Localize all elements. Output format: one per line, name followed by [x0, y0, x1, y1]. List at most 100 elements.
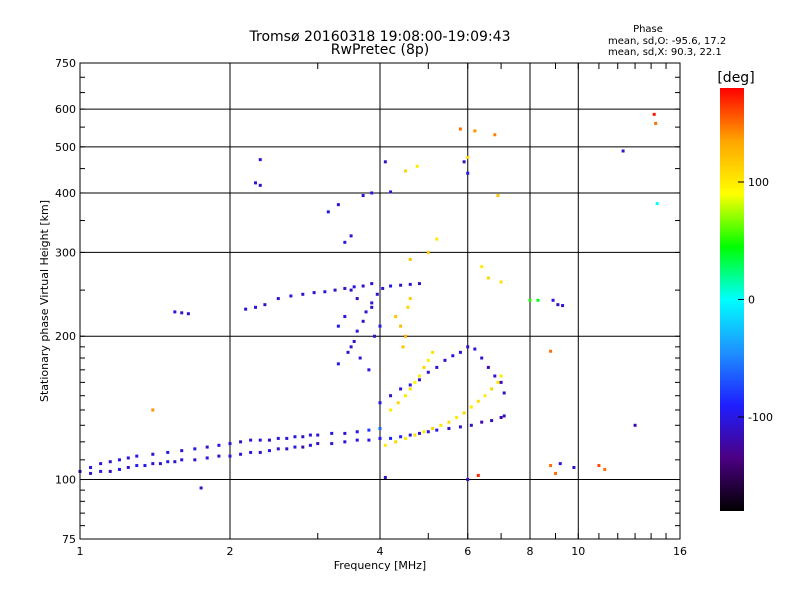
data-point: [343, 431, 347, 435]
data-point: [333, 288, 337, 292]
data-point: [496, 194, 500, 198]
data-point: [408, 297, 412, 301]
data-point: [352, 285, 356, 289]
data-point: [326, 210, 330, 214]
x-tick-label: 6: [464, 545, 471, 558]
x-tick-label: 16: [673, 545, 687, 558]
data-point: [205, 445, 209, 449]
x-axis-label: Frequency [MHz]: [334, 559, 426, 572]
data-point: [480, 265, 484, 269]
data-point: [370, 305, 374, 309]
data-point: [343, 240, 347, 244]
colorbar-tick-label: 100: [748, 176, 769, 189]
data-point: [561, 304, 565, 308]
data-point: [253, 181, 257, 185]
phase-info-x: mean, sd,X: 90.3, 22.1: [608, 47, 722, 58]
data-point: [217, 454, 221, 458]
data-point: [349, 345, 353, 349]
data-point: [415, 164, 419, 168]
data-point: [597, 464, 601, 468]
colorbar-label: [deg]: [717, 70, 754, 86]
data-point: [301, 435, 305, 439]
data-point: [473, 129, 477, 133]
data-point: [249, 438, 253, 442]
data-point: [117, 458, 121, 462]
data-point: [455, 415, 459, 419]
data-point: [536, 298, 540, 302]
data-point: [343, 440, 347, 444]
data-point: [158, 462, 162, 466]
data-point: [135, 464, 139, 468]
data-point: [558, 462, 562, 466]
data-point: [316, 442, 320, 446]
data-point: [406, 305, 410, 309]
data-point: [469, 423, 473, 427]
data-point: [466, 155, 470, 159]
data-point: [258, 438, 262, 442]
data-point: [466, 478, 470, 482]
data-point: [355, 329, 359, 333]
data-point: [378, 436, 382, 440]
data-point: [426, 358, 430, 362]
data-point: [443, 358, 447, 362]
data-point: [403, 394, 407, 398]
data-point: [403, 436, 407, 440]
data-point: [493, 133, 497, 137]
data-point: [330, 442, 334, 446]
data-point: [199, 486, 203, 490]
data-point: [621, 149, 625, 153]
data-point: [431, 350, 435, 354]
data-point: [349, 288, 353, 292]
data-point: [151, 462, 155, 466]
data-point: [126, 456, 130, 460]
data-point: [394, 440, 398, 444]
data-point: [447, 420, 451, 424]
data-point: [435, 428, 439, 432]
data-point: [186, 312, 190, 316]
data-point: [417, 374, 421, 378]
data-point: [447, 426, 451, 430]
data-point: [316, 433, 320, 437]
data-point: [458, 425, 462, 429]
data-point: [108, 460, 112, 464]
data-point: [293, 435, 297, 439]
data-point: [343, 315, 347, 319]
x-tick-label: 2: [227, 545, 234, 558]
data-point: [173, 310, 177, 314]
data-point: [476, 473, 480, 477]
data-point: [293, 445, 297, 449]
data-point: [193, 447, 197, 451]
data-point: [403, 169, 407, 173]
x-tick-label: 10: [571, 545, 585, 558]
data-point: [486, 365, 490, 369]
data-point: [301, 445, 305, 449]
data-point: [551, 298, 555, 302]
data-point: [389, 408, 393, 412]
data-point: [389, 190, 393, 194]
data-point: [330, 431, 334, 435]
data-point: [364, 310, 368, 314]
data-point: [389, 394, 393, 398]
data-point: [126, 465, 130, 469]
x-tick-label: 4: [377, 545, 384, 558]
chart-subtitle: RwPretec (8p): [331, 42, 429, 58]
data-point: [422, 365, 426, 369]
data-point: [466, 345, 470, 349]
data-point: [253, 305, 257, 309]
data-point: [228, 454, 232, 458]
data-point: [462, 160, 466, 164]
data-point: [239, 440, 243, 444]
data-point: [502, 391, 506, 395]
data-point: [166, 460, 170, 464]
data-point: [383, 475, 387, 479]
data-point: [408, 433, 412, 437]
data-point: [483, 394, 487, 398]
data-point: [355, 297, 359, 301]
data-point: [451, 354, 455, 358]
data-point: [549, 349, 553, 353]
data-point: [323, 290, 327, 294]
data-point: [308, 433, 312, 437]
data-point: [166, 450, 170, 454]
data-point: [408, 282, 412, 286]
